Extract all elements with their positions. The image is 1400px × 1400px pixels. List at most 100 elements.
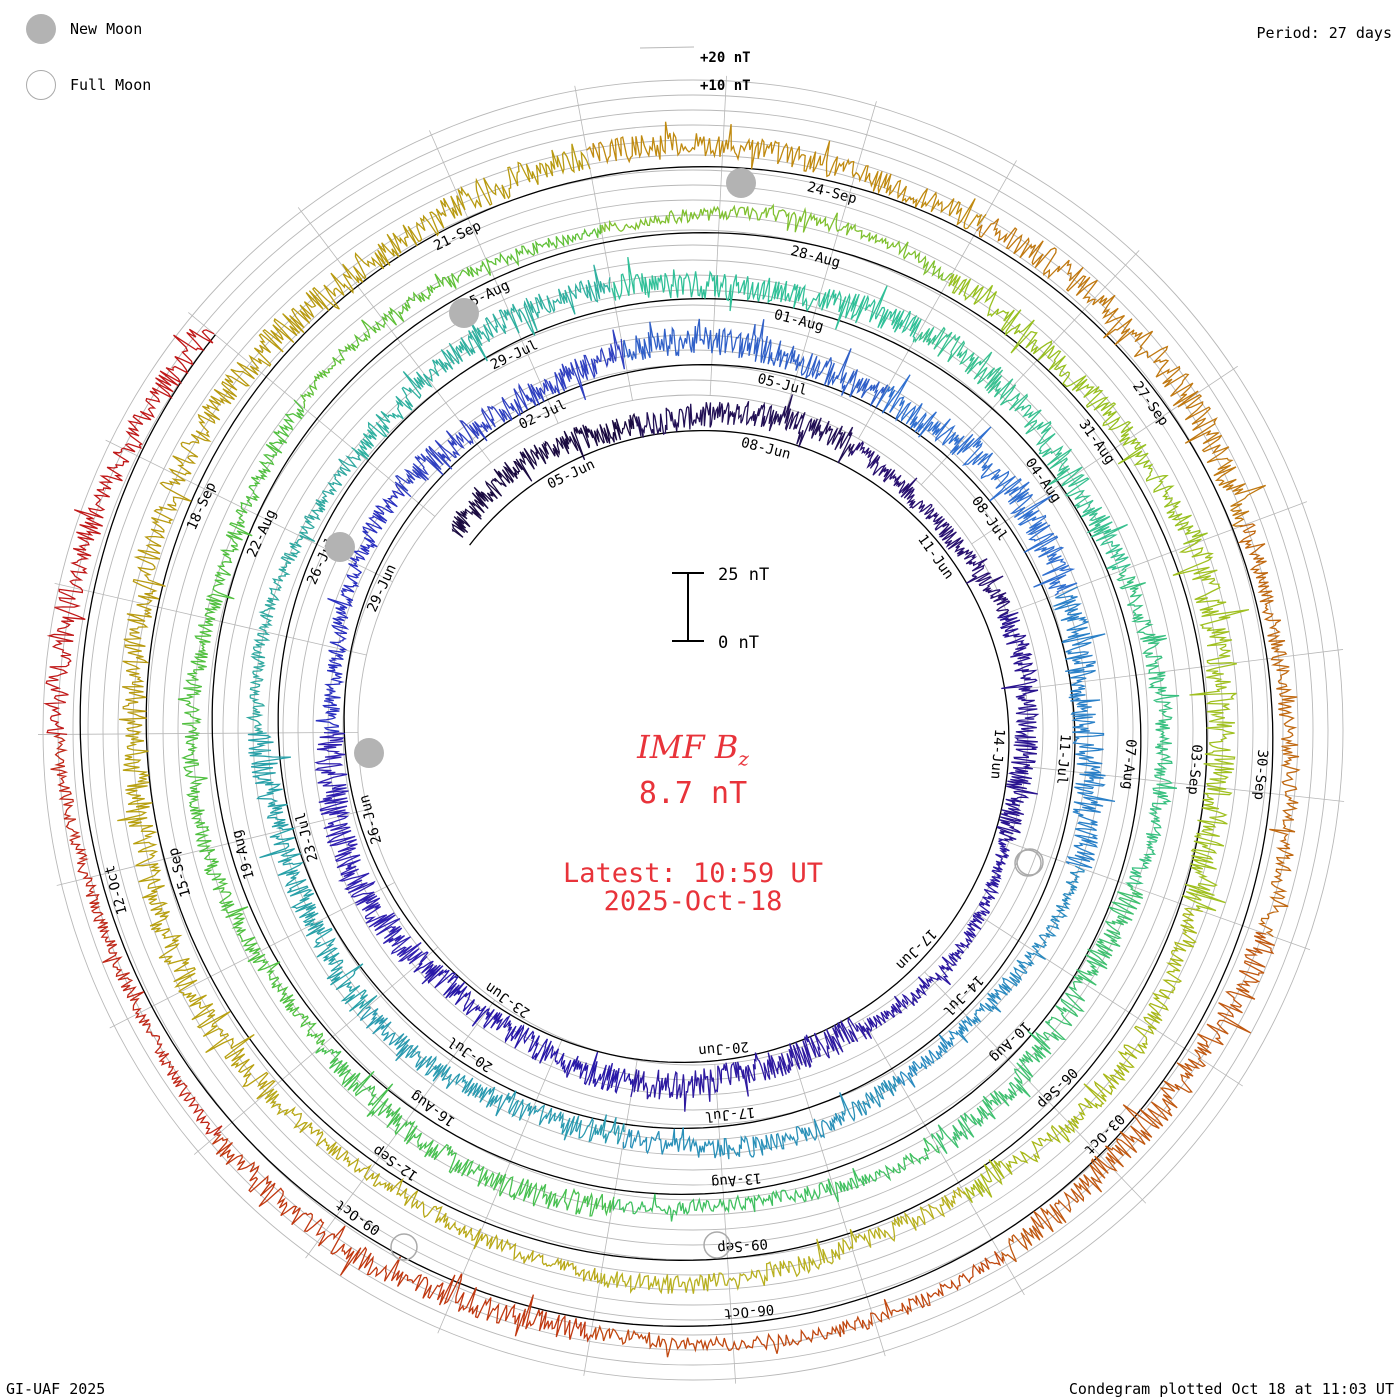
full-moon-marker [1016, 848, 1044, 876]
date-label: 05-Jul [756, 371, 809, 399]
bz-trace-segment [181, 732, 326, 1046]
legend-full-moon: Full Moon [26, 70, 151, 100]
new-moon-marker [354, 738, 384, 768]
bz-trace-segment [600, 1186, 966, 1295]
new-moon-marker [325, 532, 355, 562]
bz-trace-segment [622, 318, 889, 408]
moon-layer [325, 168, 1044, 1261]
grid-spoke [56, 809, 368, 886]
grid-spoke [297, 207, 492, 463]
full-moon-icon [26, 70, 56, 100]
grid-spoke [920, 250, 1140, 486]
current-value: 8.7 nT [638, 776, 748, 811]
legend-full-moon-label: Full Moon [70, 76, 152, 94]
bz-trace-segment [897, 865, 1085, 1088]
bz-trace-segment [351, 264, 611, 460]
grid-spoke [105, 439, 393, 583]
bz-trace-segment [963, 907, 1203, 1204]
date-label: 09-Sep [717, 1235, 769, 1256]
date-label: 30-Sep [1250, 749, 1270, 801]
grid-spoke [193, 946, 439, 1155]
spiral-baseline [79, 166, 1274, 1327]
bz-trace-segment [877, 374, 1078, 596]
bz-trace-segment [996, 611, 1040, 842]
legend-new-moon-label: New Moon [70, 20, 143, 38]
bz-trace-segment [914, 326, 1131, 571]
date-label: 07-Aug [1119, 738, 1139, 790]
bz-trace-segment [177, 399, 305, 735]
grid-spoke [858, 160, 1017, 439]
grid-spoke [1025, 766, 1345, 802]
full-moon-marker [390, 1233, 418, 1261]
grid-spoke [109, 882, 395, 1029]
scale-bottom-label: 0 nT [718, 633, 759, 653]
grid-ring [87, 124, 1299, 1336]
grid-spoke [714, 1064, 737, 1384]
bz-trace-segment [245, 449, 362, 734]
bz-trace-segment [451, 412, 638, 538]
bz-trace-segment [864, 839, 1010, 1033]
date-label: 20-Jun [698, 1038, 750, 1059]
full-moon-marker [703, 1231, 731, 1259]
date-label: 03-Sep [1185, 744, 1205, 796]
bz-trace-segment [1172, 541, 1250, 912]
grid-ring [177, 214, 1209, 1246]
bz-trace-segment [612, 1137, 941, 1222]
ring-label: +10 nT [700, 78, 751, 94]
grid-spoke [790, 1050, 886, 1357]
grid-ring [117, 154, 1269, 1306]
grid-spoke [971, 365, 1238, 545]
date-label: 13-Aug [710, 1169, 762, 1190]
bz-trace-segment [586, 121, 987, 230]
date-label: 14-Jun [987, 728, 1007, 780]
grid-spoke [709, 75, 727, 396]
grid-spoke [188, 312, 436, 517]
credit-label: GI-UAF 2025 [6, 1380, 106, 1398]
latest-date: 2025-Oct-18 [603, 886, 783, 917]
ring-label-leader [639, 46, 695, 49]
grid-ring [147, 184, 1239, 1276]
bz-trace-segment [413, 955, 634, 1095]
plotted-label: Condegram plotted Oct 18 at 11:03 UT [1068, 1380, 1394, 1398]
bz-trace-segment [264, 1088, 601, 1284]
grid-ring [192, 229, 1194, 1231]
grid-spoke [1008, 841, 1311, 951]
chart-title-sub: z [738, 746, 749, 771]
bz-trace-segment [1116, 568, 1180, 888]
full-moon-marker [1014, 849, 1042, 877]
chart-title: IMF Bz [0, 728, 1386, 770]
data-layer [43, 121, 1301, 1358]
grid-spoke [1025, 649, 1344, 690]
bz-trace-segment [315, 483, 405, 734]
grid-spoke [437, 1038, 563, 1334]
grid-spoke [786, 101, 877, 409]
grid-spoke [862, 1018, 1025, 1296]
bz-trace-segment [948, 273, 1208, 545]
bz-trace-segment [247, 732, 378, 1017]
grid-spoke [429, 130, 559, 424]
date-label: 17-Jul [704, 1104, 756, 1125]
date-label: 08-Jun [739, 435, 792, 463]
bz-trace-segment [315, 1047, 615, 1217]
scale-top-label: 25 nT [718, 565, 769, 585]
grid-ring [102, 139, 1284, 1321]
bz-trace-segment [43, 328, 215, 736]
new-moon-icon [26, 14, 56, 44]
grid-ring [267, 304, 1119, 1156]
bz-trace-segment [314, 731, 429, 965]
bz-trace-segment [394, 329, 626, 498]
period-label: Period: 27 days [1256, 24, 1392, 42]
date-label: 11-Jul [1053, 733, 1073, 785]
grid-ring [57, 94, 1329, 1366]
grid-spoke [973, 911, 1243, 1087]
chart-title-main: IMF B [637, 728, 739, 766]
bz-trace-segment [622, 1075, 900, 1160]
grid-ring [297, 334, 1089, 1126]
bz-trace-segment [212, 1134, 592, 1343]
grid-ring [342, 379, 1044, 1081]
date-label: 20-Jul [445, 1033, 496, 1075]
grid-spoke [924, 971, 1147, 1204]
scale-bar: 25 nT 0 nT [672, 565, 769, 653]
bz-trace-segment [630, 1017, 873, 1112]
bz-trace-segment [930, 884, 1144, 1155]
